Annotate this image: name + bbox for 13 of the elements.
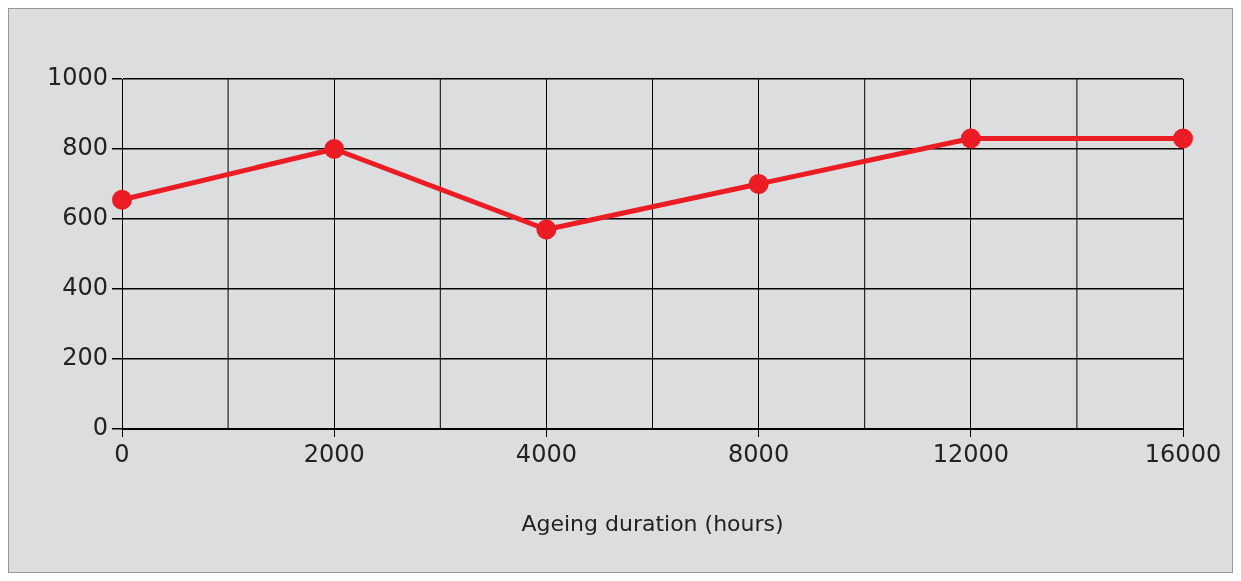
y-tick-label: 1000 [46, 63, 108, 92]
y-tick-label: 600 [62, 203, 108, 232]
x-axis-title: Ageing duration (hours) [521, 510, 784, 536]
x-tick-label: 0 [114, 439, 130, 468]
x-tick-label: 4000 [515, 439, 577, 468]
y-tick-label: 0 [92, 413, 108, 442]
y-tick-label: 800 [62, 133, 108, 162]
y-tick-label: 200 [62, 343, 108, 372]
x-tick-label: 2000 [303, 439, 365, 468]
x-tick-label: 8000 [728, 439, 790, 468]
x-tick-label: 16000 [1144, 439, 1222, 468]
x-tick-label: 12000 [932, 439, 1009, 468]
y-tick-label: 400 [62, 273, 108, 302]
